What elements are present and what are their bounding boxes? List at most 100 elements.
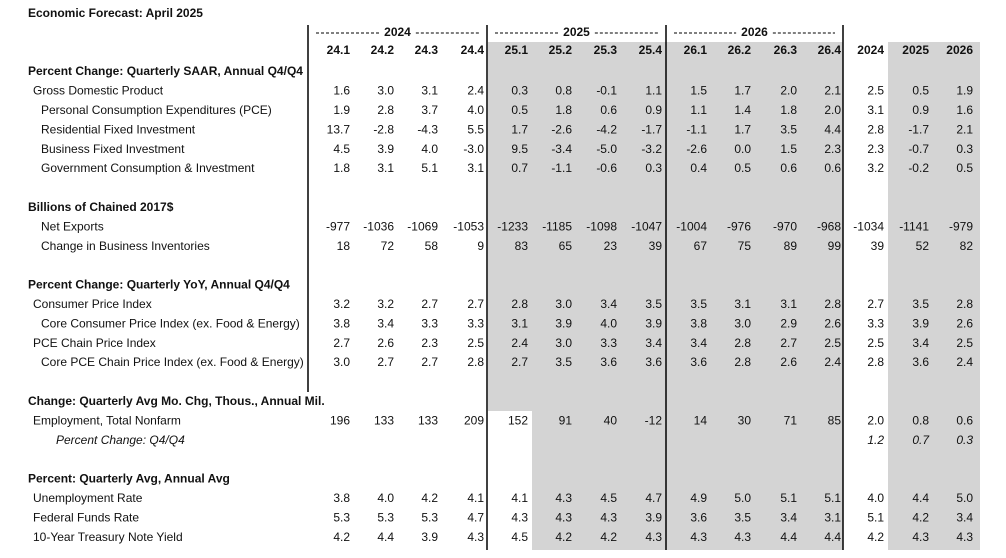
cell-value: 3.1	[511, 316, 528, 330]
cell-value: 1.8	[780, 103, 797, 117]
cell-value: 3.6	[600, 355, 617, 369]
cell-value: 3.5	[690, 297, 707, 311]
column-header: 26.3	[774, 43, 798, 57]
cell-value: 2.6	[824, 316, 841, 330]
cell-value: 2.8	[377, 103, 394, 117]
cell-value: 5.3	[333, 510, 350, 524]
row-label: Consumer Price Index	[33, 297, 152, 311]
cell-value: 3.1	[377, 161, 394, 175]
cell-value: 2.7	[333, 336, 350, 350]
cell-value: -0.1	[596, 84, 617, 98]
cell-value: 2.8	[734, 336, 751, 350]
cell-value: -976	[727, 219, 751, 233]
cell-value: 2.5	[867, 84, 884, 98]
cell-value: -1141	[899, 219, 929, 233]
cell-value: 2.0	[824, 103, 841, 117]
cell-value: 0.9	[645, 103, 662, 117]
cell-value: 3.2	[333, 297, 350, 311]
cell-value: 3.0	[555, 336, 572, 350]
cell-value: 5.3	[377, 510, 394, 524]
cell-value: -1.1	[551, 161, 572, 175]
cell-value: 2.7	[467, 297, 484, 311]
cell-value: 3.4	[780, 510, 797, 524]
row-label: Core PCE Chain Price Index (ex. Food & E…	[41, 355, 304, 369]
cell-value: 2.6	[377, 336, 394, 350]
cell-value: 4.2	[421, 491, 438, 505]
cell-value: 39	[871, 239, 885, 253]
cell-value: -979	[949, 219, 973, 233]
cell-value: -3.4	[551, 142, 572, 156]
cell-value: 9	[477, 239, 484, 253]
cell-value: 2.3	[824, 142, 841, 156]
cell-value: 2.9	[780, 316, 797, 330]
cell-value: 3.4	[600, 297, 617, 311]
cell-value: 2.8	[824, 297, 841, 311]
cell-value: -2.6	[551, 122, 572, 136]
row-label: Net Exports	[41, 219, 104, 233]
cell-value: 2.8	[467, 355, 484, 369]
cell-value: 2.0	[780, 84, 797, 98]
column-header: 2024	[857, 43, 884, 57]
cell-value: 3.0	[333, 355, 350, 369]
cell-value: 3.4	[690, 336, 707, 350]
cell-value: 2.6	[956, 316, 973, 330]
cell-value: 14	[694, 413, 708, 427]
cell-value: 4.3	[956, 530, 973, 544]
cell-value: 3.0	[377, 84, 394, 98]
cell-value: 5.1	[780, 491, 797, 505]
cell-value: 39	[649, 239, 663, 253]
cell-value: 4.3	[690, 530, 707, 544]
actual-cell-bg	[488, 411, 532, 550]
section-heading: Change: Quarterly Avg Mo. Chg, Thous., A…	[28, 394, 325, 408]
cell-value: 40	[604, 413, 618, 427]
cell-value: 4.1	[467, 491, 484, 505]
cell-value: 2.7	[421, 297, 438, 311]
cell-value: 4.4	[824, 530, 841, 544]
cell-value: 2.4	[824, 355, 841, 369]
cell-value: 4.2	[912, 510, 929, 524]
cell-value: 4.2	[600, 530, 617, 544]
cell-value: 0.4	[690, 161, 707, 175]
cell-value: 99	[828, 239, 842, 253]
row-label: PCE Chain Price Index	[33, 336, 156, 350]
cell-value: 2.4	[511, 336, 528, 350]
cell-value: -1034	[853, 219, 884, 233]
cell-value: 3.0	[734, 316, 751, 330]
cell-value: 3.1	[824, 510, 841, 524]
column-header: 25.3	[594, 43, 618, 57]
cell-value: 2.7	[421, 355, 438, 369]
cell-value: 3.1	[780, 297, 797, 311]
cell-value: -4.2	[596, 122, 617, 136]
cell-value: -4.3	[417, 122, 438, 136]
cell-value: 1.4	[734, 103, 751, 117]
cell-value: 5.5	[467, 122, 484, 136]
cell-value: 2.4	[467, 84, 484, 98]
cell-value: 2.7	[867, 297, 884, 311]
cell-value: 5.1	[824, 491, 841, 505]
cell-value: 85	[828, 413, 842, 427]
cell-value: 18	[337, 239, 351, 253]
cell-value: 2.5	[867, 336, 884, 350]
cell-value: 2.5	[467, 336, 484, 350]
cell-value: 2.7	[511, 355, 528, 369]
cell-value: 3.6	[645, 355, 662, 369]
cell-value: 3.2	[377, 297, 394, 311]
cell-value: 2.6	[780, 355, 797, 369]
cell-value: 9.5	[511, 142, 528, 156]
annual-shading	[888, 42, 980, 550]
column-header: 24.1	[327, 43, 351, 57]
cell-value: 2.7	[377, 355, 394, 369]
cell-value: 0.3	[956, 142, 973, 156]
cell-value: 1.1	[645, 84, 662, 98]
cell-value: 3.8	[333, 491, 350, 505]
cell-value: 0.9	[912, 103, 929, 117]
cell-value: 3.2	[867, 161, 884, 175]
column-header: 26.2	[728, 43, 752, 57]
column-header: 24.2	[371, 43, 395, 57]
cell-value: -977	[326, 219, 350, 233]
cell-value: -1036	[363, 219, 394, 233]
cell-value: 2.0	[867, 413, 884, 427]
column-header: 26.4	[818, 43, 842, 57]
column-header: 2025	[902, 43, 929, 57]
